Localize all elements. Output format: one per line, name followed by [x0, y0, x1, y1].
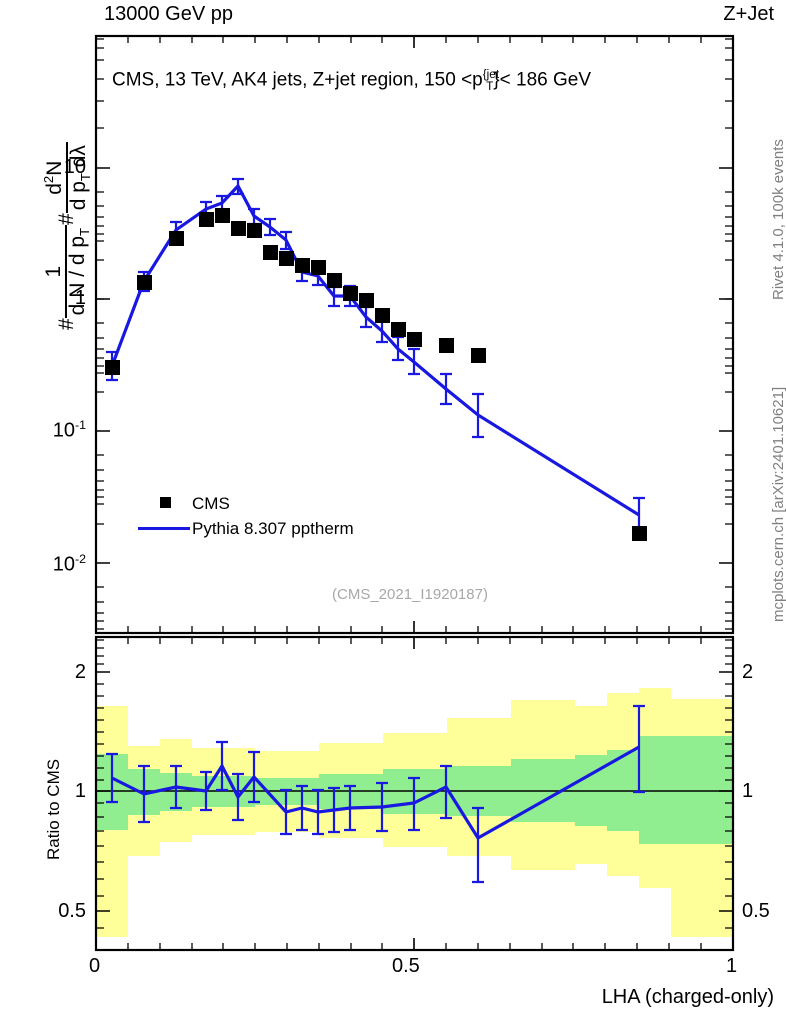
ratio-ytick-0p5-right: 0.5 [742, 900, 770, 922]
xtick-0: 0 [89, 955, 101, 977]
legend-item-cms[interactable]: CMS [138, 492, 354, 516]
ratio-ytick-1-right: 1 [742, 780, 754, 802]
xtick-1: 1 [726, 955, 738, 977]
legend-label-cms: CMS [192, 494, 230, 513]
main-ytick-10: 10 [63, 156, 86, 178]
legend-marker-line [138, 520, 192, 538]
legend-marker-square [138, 495, 192, 513]
legend-label-pythia: Pythia 8.307 pptherm [192, 519, 354, 538]
data-markers-main [105, 208, 647, 541]
ratio-ytick-2: 2 [74, 661, 86, 683]
ratio-ytick-2-right: 2 [742, 661, 754, 683]
main-ytick-1: 1 [74, 287, 86, 309]
ratio-ytick-1: 1 [74, 780, 86, 802]
xaxis-title: LHA (charged-only) [601, 986, 774, 1008]
ratio-xaxis-ticks [95, 637, 734, 950]
legend-item-pythia[interactable]: Pythia 8.307 pptherm [138, 516, 354, 542]
main-yaxis-ticks [96, 38, 733, 630]
plot-annotation: CMS, 13 TeV, AK4 jets, Z+jet region, 150… [112, 68, 591, 94]
header-process-label: Z+Jet [723, 3, 774, 25]
mc-curve-ratio [106, 704, 645, 884]
analysis-id-watermark: (CMS_2021_I1920187) [332, 586, 488, 603]
header-collision-energy: 13000 GeV pp [104, 3, 233, 25]
mc-curve-main [106, 177, 645, 537]
xtick-0p5: 0.5 [392, 955, 420, 977]
main-ytick-1e-1: 10-1 [52, 418, 86, 442]
ratio-yaxis-ticks [96, 639, 733, 929]
main-xaxis-ticks [95, 36, 734, 633]
main-ytick-1e-2: 10-2 [52, 552, 86, 576]
legend: CMS Pythia 8.307 pptherm [138, 492, 354, 542]
ratio-ytick-0p5: 0.5 [58, 900, 86, 922]
